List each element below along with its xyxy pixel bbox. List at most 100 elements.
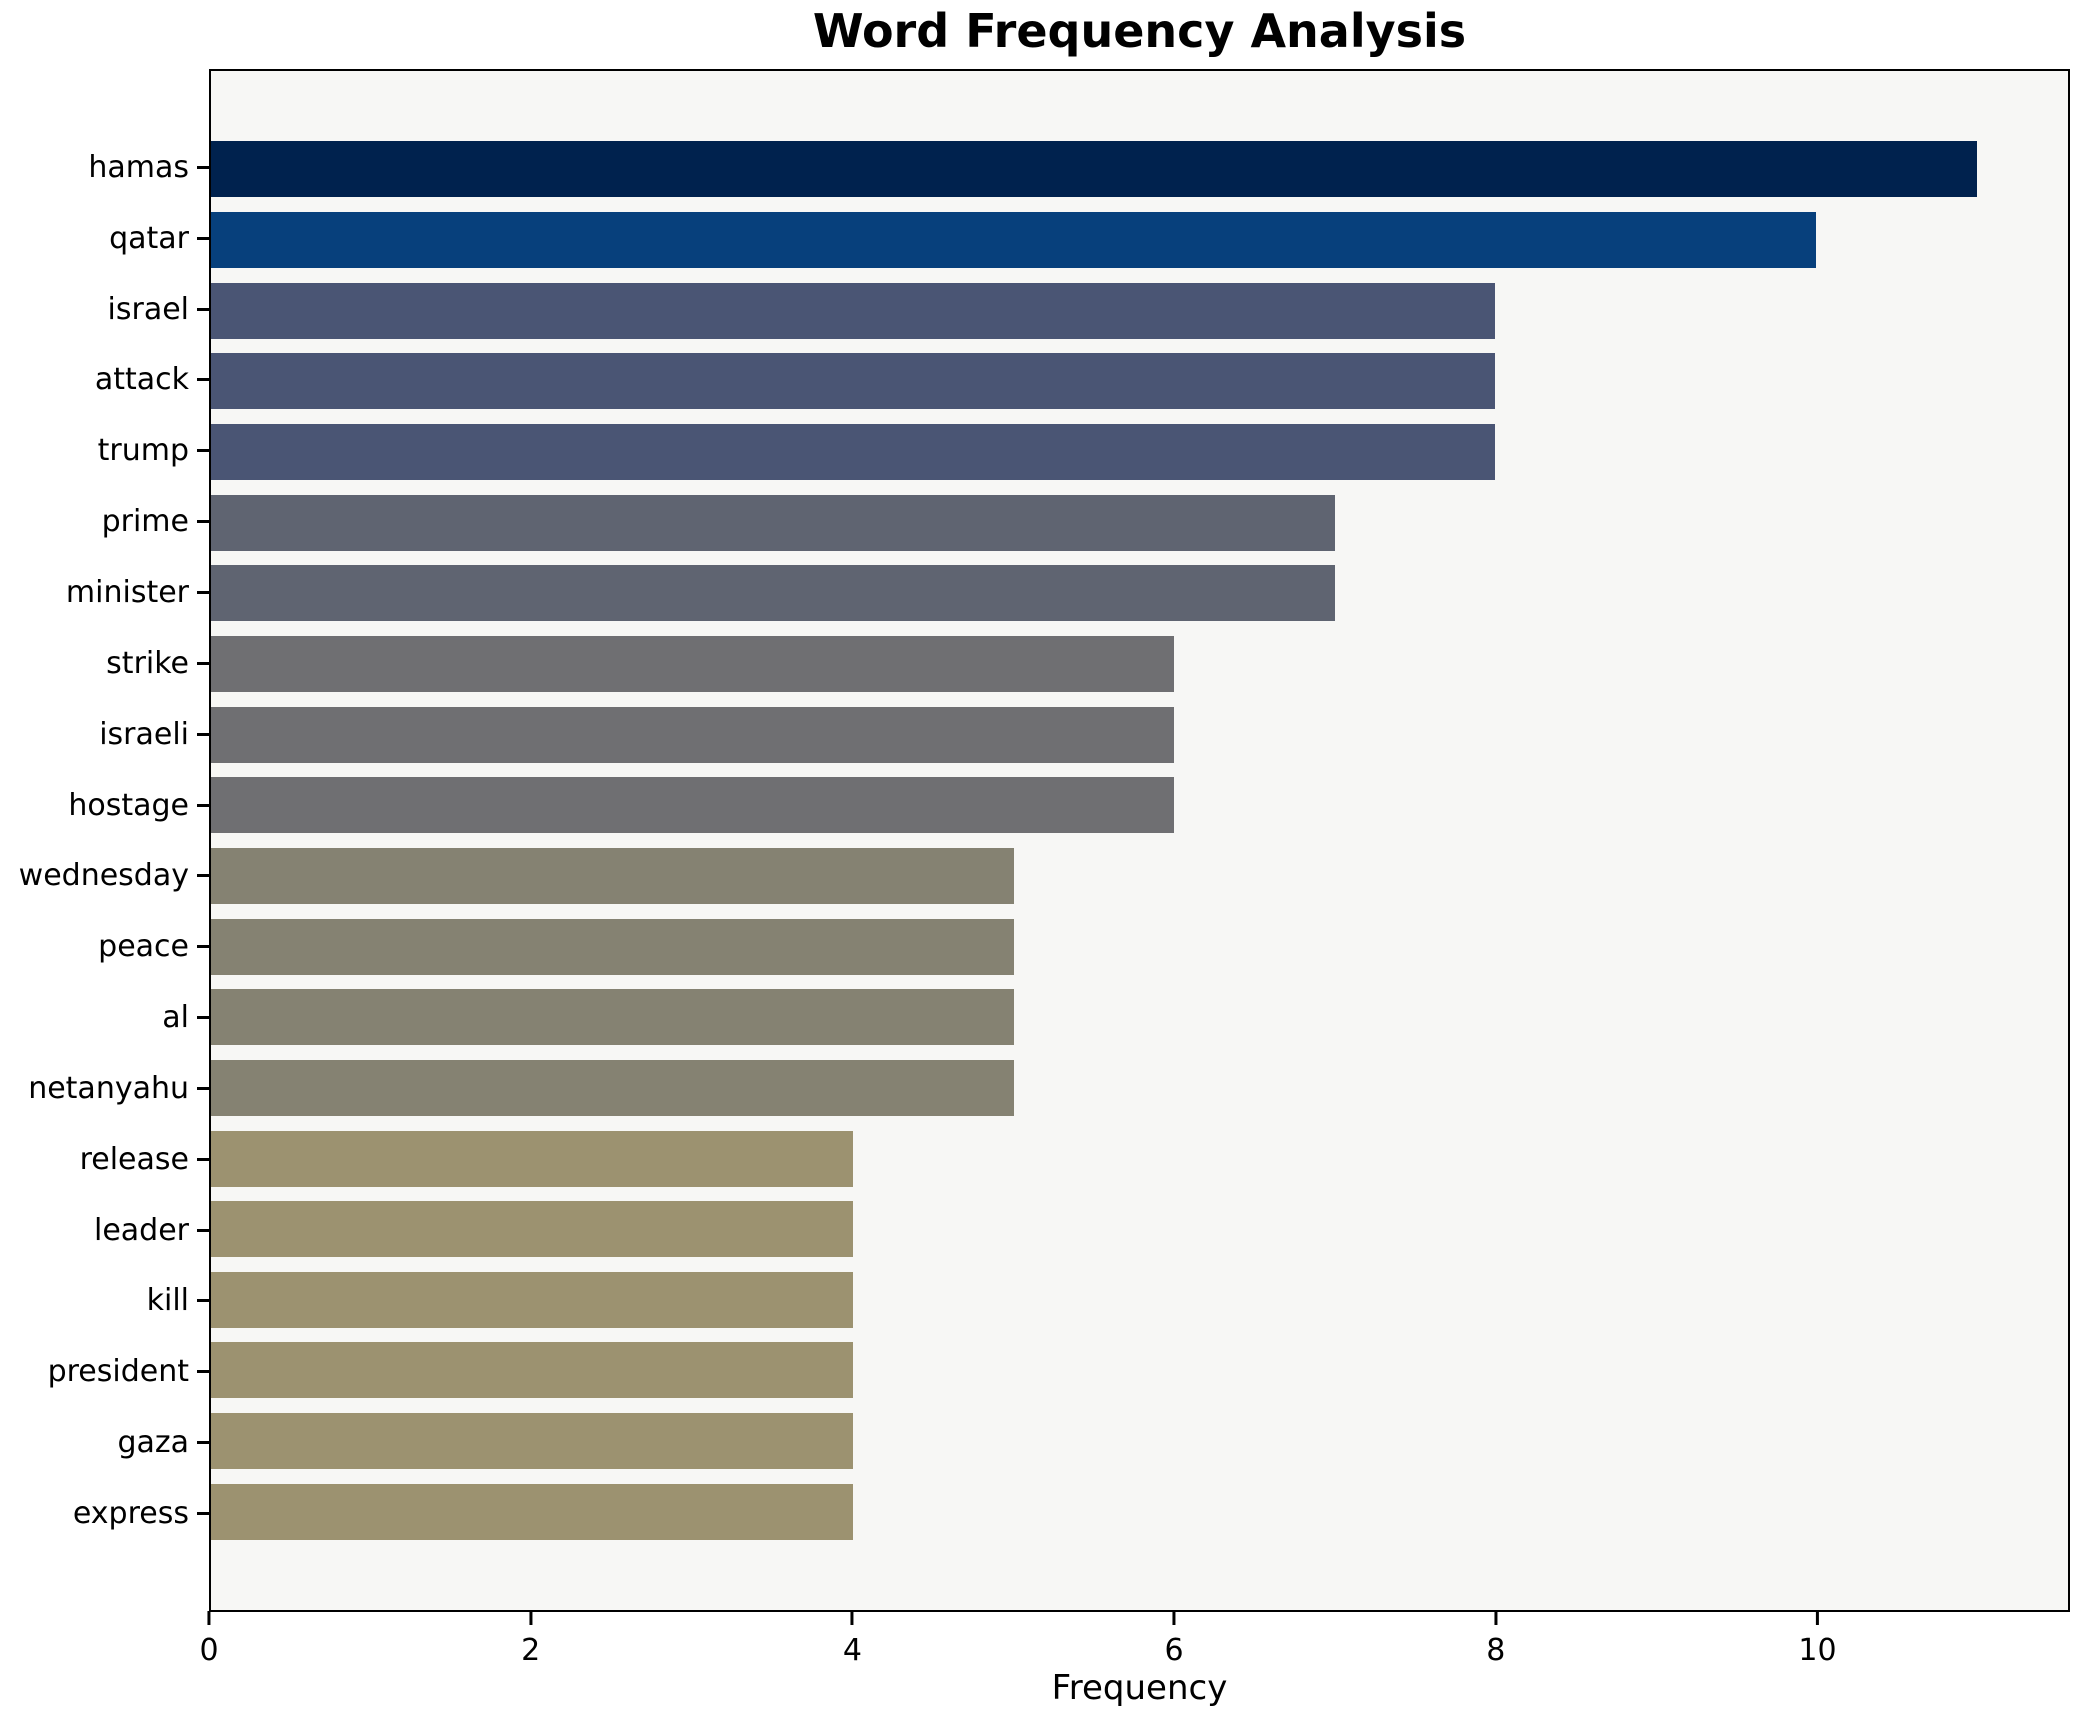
bar-row bbox=[211, 699, 2068, 770]
bar-al bbox=[211, 989, 1014, 1046]
x-axis-title: Frequency bbox=[1051, 1668, 1228, 1708]
bar-row bbox=[211, 1265, 2068, 1336]
y-tick-label-leader: leader bbox=[93, 1212, 189, 1248]
bar-netanyahu bbox=[211, 1059, 1014, 1116]
y-tick-mark bbox=[197, 1370, 209, 1374]
y-tick-label-wednesday: wednesday bbox=[18, 858, 189, 894]
x-tick-label-6: 6 bbox=[1164, 1633, 1184, 1668]
y-tick-mark bbox=[197, 661, 209, 665]
y-tick-label-al: al bbox=[162, 1000, 189, 1036]
bar-row bbox=[211, 417, 2068, 488]
y-tick-mark bbox=[197, 1511, 209, 1515]
bar-hamas bbox=[211, 141, 1977, 198]
bar-row bbox=[211, 275, 2068, 346]
bar-israeli bbox=[211, 706, 1174, 763]
bar-minister bbox=[211, 565, 1335, 622]
bar-leader bbox=[211, 1201, 853, 1258]
x-tick: 6 bbox=[1165, 1611, 1184, 1668]
y-label-row: gaza bbox=[0, 1407, 209, 1478]
x-tick: 2 bbox=[521, 1611, 540, 1668]
x-tick-label-2: 2 bbox=[521, 1633, 541, 1668]
bar-row bbox=[211, 1406, 2068, 1477]
bar-hostage bbox=[211, 777, 1174, 834]
y-label-row: peace bbox=[0, 911, 209, 982]
x-tick-mark bbox=[850, 1611, 854, 1625]
x-tick-label-4: 4 bbox=[842, 1633, 862, 1668]
bar-express bbox=[211, 1483, 853, 1540]
y-tick-label-strike: strike bbox=[106, 645, 189, 681]
x-tick-mark bbox=[529, 1611, 533, 1625]
y-label-row: leader bbox=[0, 1195, 209, 1266]
bar-row bbox=[211, 1123, 2068, 1194]
y-tick-label-attack: attack bbox=[94, 362, 189, 398]
bar-row bbox=[211, 629, 2068, 700]
y-axis-labels: hamas qatar israel attack trump prime minister… bbox=[0, 69, 209, 1612]
y-tick-mark bbox=[197, 520, 209, 524]
y-label-row: prime bbox=[0, 486, 209, 557]
bar-attack bbox=[211, 353, 1495, 410]
y-label-row: hamas bbox=[0, 132, 209, 203]
y-tick-mark bbox=[197, 307, 209, 311]
y-tick-mark bbox=[197, 236, 209, 240]
bar-qatar bbox=[211, 211, 1816, 268]
y-tick-mark bbox=[197, 803, 209, 807]
y-label-row: wednesday bbox=[0, 840, 209, 911]
bar-row bbox=[211, 982, 2068, 1053]
bar-row bbox=[211, 911, 2068, 982]
bar-row bbox=[211, 841, 2068, 912]
y-tick-mark bbox=[197, 165, 209, 169]
y-label-row: minister bbox=[0, 557, 209, 628]
bar-strike bbox=[211, 635, 1174, 692]
y-label-row: israel bbox=[0, 274, 209, 345]
x-tick-mark bbox=[1494, 1611, 1498, 1625]
y-label-row: president bbox=[0, 1336, 209, 1407]
plot-area bbox=[209, 69, 2070, 1612]
bar-row bbox=[211, 770, 2068, 841]
y-tick-mark bbox=[197, 378, 209, 382]
bar-row bbox=[211, 1335, 2068, 1406]
y-tick-label-hostage: hostage bbox=[68, 787, 189, 823]
y-tick-label-president: president bbox=[47, 1354, 189, 1390]
y-tick-mark bbox=[197, 1299, 209, 1303]
x-tick-label-0: 0 bbox=[199, 1633, 219, 1668]
y-tick-label-trump: trump bbox=[97, 433, 189, 469]
bar-trump bbox=[211, 423, 1495, 480]
y-label-row: israeli bbox=[0, 699, 209, 770]
x-tick-mark bbox=[207, 1611, 211, 1625]
y-label-row: kill bbox=[0, 1266, 209, 1337]
x-tick-mark bbox=[1172, 1611, 1176, 1625]
bar-prime bbox=[211, 494, 1335, 551]
bar-row bbox=[211, 205, 2068, 276]
y-tick-mark bbox=[197, 1157, 209, 1161]
bar-release bbox=[211, 1130, 853, 1187]
y-tick-label-prime: prime bbox=[101, 504, 189, 540]
y-label-row: trump bbox=[0, 415, 209, 486]
y-label-row: strike bbox=[0, 628, 209, 699]
y-tick-label-hamas: hamas bbox=[88, 149, 189, 185]
y-tick-label-peace: peace bbox=[98, 929, 189, 965]
y-tick-label-qatar: qatar bbox=[109, 220, 189, 256]
bar-wednesday bbox=[211, 847, 1014, 904]
x-tick-mark bbox=[1815, 1611, 1819, 1625]
bar-row bbox=[211, 487, 2068, 558]
y-label-row: release bbox=[0, 1124, 209, 1195]
y-tick-label-israeli: israeli bbox=[99, 716, 189, 752]
x-tick: 0 bbox=[199, 1611, 219, 1668]
y-tick-label-minister: minister bbox=[65, 574, 189, 610]
bar-israel bbox=[211, 282, 1495, 339]
y-label-row: express bbox=[0, 1478, 209, 1549]
y-label-row: netanyahu bbox=[0, 1053, 209, 1124]
y-label-row: qatar bbox=[0, 203, 209, 274]
y-tick-mark bbox=[197, 1016, 209, 1020]
bars-container bbox=[211, 71, 2068, 1610]
y-label-row: hostage bbox=[0, 770, 209, 841]
y-tick-mark bbox=[197, 1086, 209, 1090]
chart-title: Word Frequency Analysis bbox=[812, 4, 1467, 58]
y-tick-label-netanyahu: netanyahu bbox=[28, 1070, 189, 1106]
y-tick-label-express: express bbox=[72, 1495, 189, 1531]
bar-row bbox=[211, 1476, 2068, 1547]
y-tick-mark bbox=[197, 874, 209, 878]
x-axis: 0 2 4 6 8 10 bbox=[199, 1611, 2070, 1721]
x-tick-label-8: 8 bbox=[1486, 1633, 1506, 1668]
